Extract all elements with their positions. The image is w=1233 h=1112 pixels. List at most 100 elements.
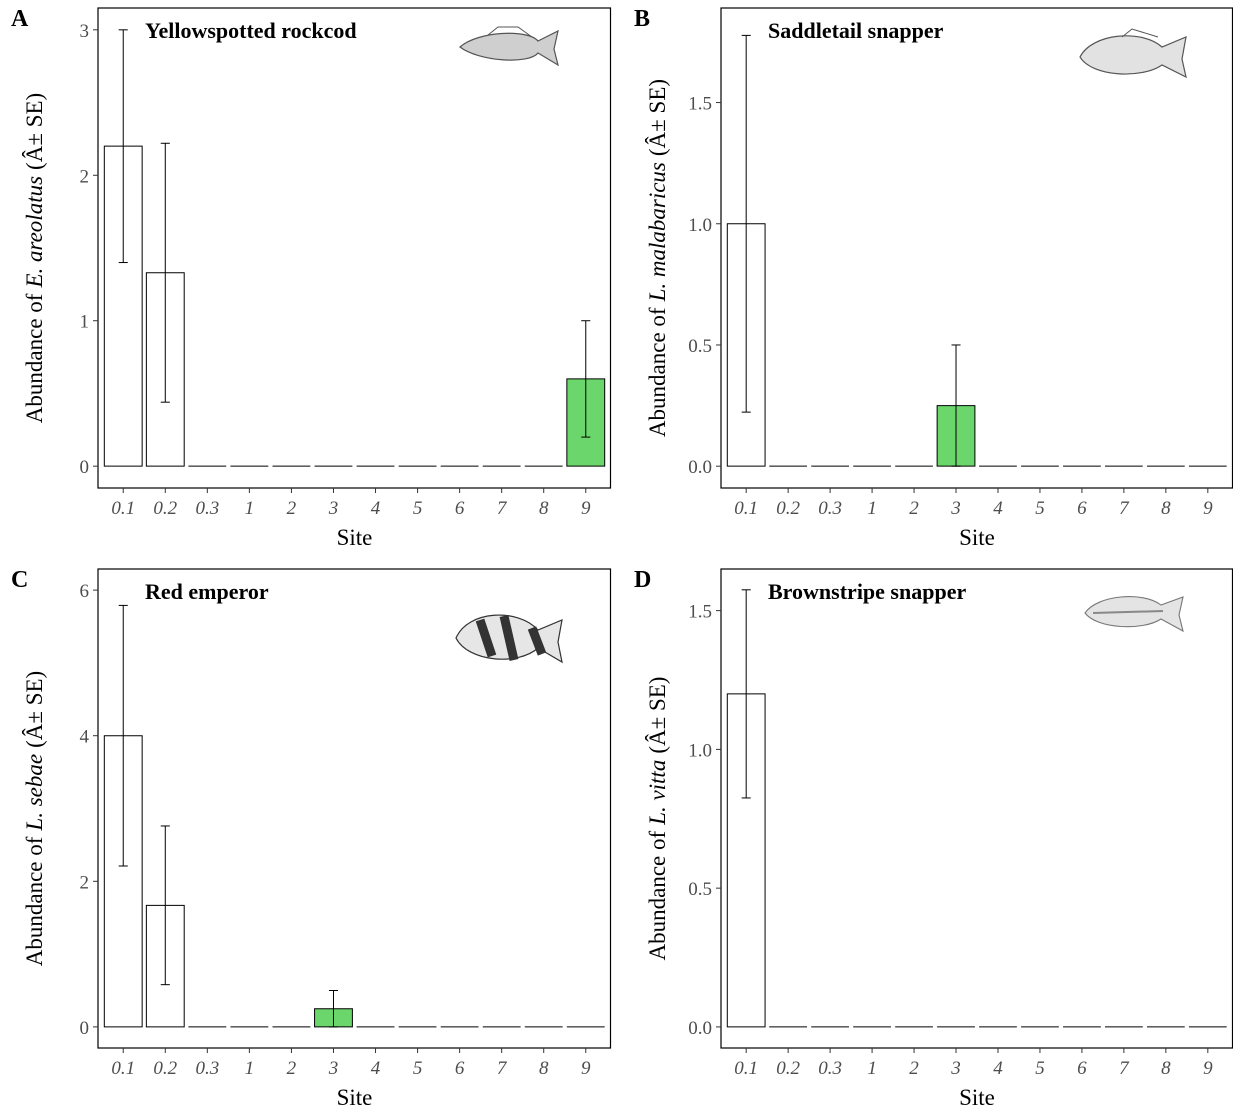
y-tick-label: 1.0	[688, 740, 712, 761]
x-tick-label: 4	[371, 498, 381, 519]
x-tick-label: 0.1	[734, 498, 758, 519]
x-tick-label: 8	[1161, 498, 1171, 519]
y-axis-label: Abundance of L. vitta (Â± SE)	[645, 677, 670, 961]
y-tick-label: 0.5	[688, 879, 712, 900]
x-tick-label: 4	[371, 1058, 381, 1079]
x-tick-label: 0.3	[818, 1058, 842, 1079]
x-tick-label: 1	[867, 498, 877, 519]
y-tick-label: 2	[80, 872, 90, 893]
bar	[103, 145, 143, 467]
y-axis-label: Abundance of L. sebae (Â± SE)	[22, 671, 47, 966]
y-label-prefix: Abundance of	[645, 307, 670, 437]
y-tick-label: 0.0	[688, 457, 712, 478]
plot-frame	[97, 7, 612, 489]
y-label-prefix: Abundance of	[22, 293, 47, 423]
y-tick-label: 0	[80, 457, 90, 478]
y-label-suffix: (Â± SE)	[645, 79, 670, 156]
x-tick-label: 7	[497, 1058, 508, 1079]
x-tick-label: 9	[581, 1058, 591, 1079]
x-tick-label: 6	[1077, 1058, 1087, 1079]
x-tick-label: 8	[1161, 1058, 1171, 1079]
x-axis-label: Site	[337, 525, 373, 550]
fish-illustration	[1079, 28, 1187, 79]
x-tick-label: 2	[287, 498, 297, 519]
x-tick-label: 7	[1119, 1058, 1130, 1079]
y-label-species: E. areolatus	[22, 176, 47, 289]
x-tick-label: 1	[245, 1058, 255, 1079]
x-tick-label: 2	[909, 1058, 919, 1079]
x-tick-label: 2	[287, 1058, 297, 1079]
x-tick-label: 0.1	[734, 1058, 758, 1079]
x-tick-label: 5	[1035, 1058, 1045, 1079]
plot-frame	[97, 568, 612, 1049]
error-bar	[160, 825, 170, 986]
error-bar	[328, 989, 339, 1028]
y-tick-label: 0.5	[688, 336, 712, 357]
y-tick-label: 1.0	[688, 215, 712, 236]
x-tick-label: 0.3	[195, 498, 219, 519]
y-axis-label: Abundance of E. areolatus (Â± SE)	[22, 93, 47, 423]
x-tick-label: 0.1	[111, 498, 135, 519]
plot-frame	[720, 568, 1233, 1049]
x-tick-label: 3	[328, 1058, 339, 1079]
panel-label: B	[634, 6, 650, 32]
y-tick-label: 4	[80, 727, 90, 748]
x-tick-label: 3	[328, 498, 339, 519]
x-tick-label: 0.2	[153, 1058, 177, 1079]
x-tick-label: 0.2	[776, 498, 800, 519]
fish-illustration	[455, 614, 563, 664]
y-tick-label: 1.5	[688, 94, 712, 115]
y-label-prefix: Abundance of	[22, 836, 47, 966]
y-tick-label: 3	[80, 21, 90, 42]
x-axis-label: Site	[337, 1085, 373, 1110]
y-tick-label: 0	[80, 1018, 90, 1039]
y-label-species: L. vitta	[645, 760, 670, 826]
x-tick-label: 5	[413, 498, 423, 519]
x-tick-label: 0.2	[776, 1058, 800, 1079]
x-tick-label: 2	[909, 498, 919, 519]
x-tick-label: 3	[950, 498, 961, 519]
bar	[726, 693, 766, 1028]
x-tick-label: 6	[1077, 498, 1087, 519]
y-label-species: L. sebae	[22, 754, 47, 832]
y-label-suffix: (Â± SE)	[22, 93, 47, 170]
y-label-suffix: (Â± SE)	[22, 671, 47, 748]
error-bar	[581, 320, 591, 438]
y-tick-label: 6	[80, 581, 90, 602]
x-tick-label: 0.3	[818, 498, 842, 519]
plot-frame	[720, 7, 1233, 489]
x-axis-label: Site	[959, 525, 995, 550]
error-bar	[160, 142, 170, 403]
fish-illustration	[1084, 596, 1184, 633]
x-tick-label: 9	[581, 498, 591, 519]
y-label-suffix: (Â± SE)	[645, 677, 670, 754]
x-tick-label: 7	[1119, 498, 1130, 519]
x-tick-label: 3	[950, 1058, 961, 1079]
fish-illustration	[459, 26, 559, 67]
x-tick-label: 9	[1203, 498, 1213, 519]
x-axis-label: Site	[959, 1085, 995, 1110]
x-tick-label: 5	[413, 1058, 423, 1079]
error-bar	[118, 604, 128, 867]
panel-title: Saddletail snapper	[768, 18, 944, 43]
x-tick-label: 0.2	[153, 498, 177, 519]
panel-title: Yellowspotted rockcod	[145, 18, 357, 43]
panel-title: Red emperor	[145, 579, 269, 604]
y-label-prefix: Abundance of	[645, 831, 670, 961]
y-tick-label: 1.5	[688, 602, 712, 623]
panel-label: D	[634, 567, 651, 593]
x-tick-label: 9	[1203, 1058, 1213, 1079]
x-tick-label: 8	[539, 1058, 549, 1079]
x-tick-label: 6	[455, 1058, 465, 1079]
panel-title: Brownstripe snapper	[768, 579, 966, 604]
bar	[103, 735, 143, 1028]
y-axis-label: Abundance of L. malabaricus (Â± SE)	[645, 79, 670, 437]
error-bar	[951, 344, 961, 467]
x-tick-label: 8	[539, 498, 549, 519]
y-label-species: L. malabaricus	[645, 162, 670, 302]
x-tick-label: 0.3	[195, 1058, 219, 1079]
x-tick-label: 1	[867, 1058, 877, 1079]
panel-label: C	[11, 567, 28, 593]
x-tick-label: 1	[245, 498, 255, 519]
